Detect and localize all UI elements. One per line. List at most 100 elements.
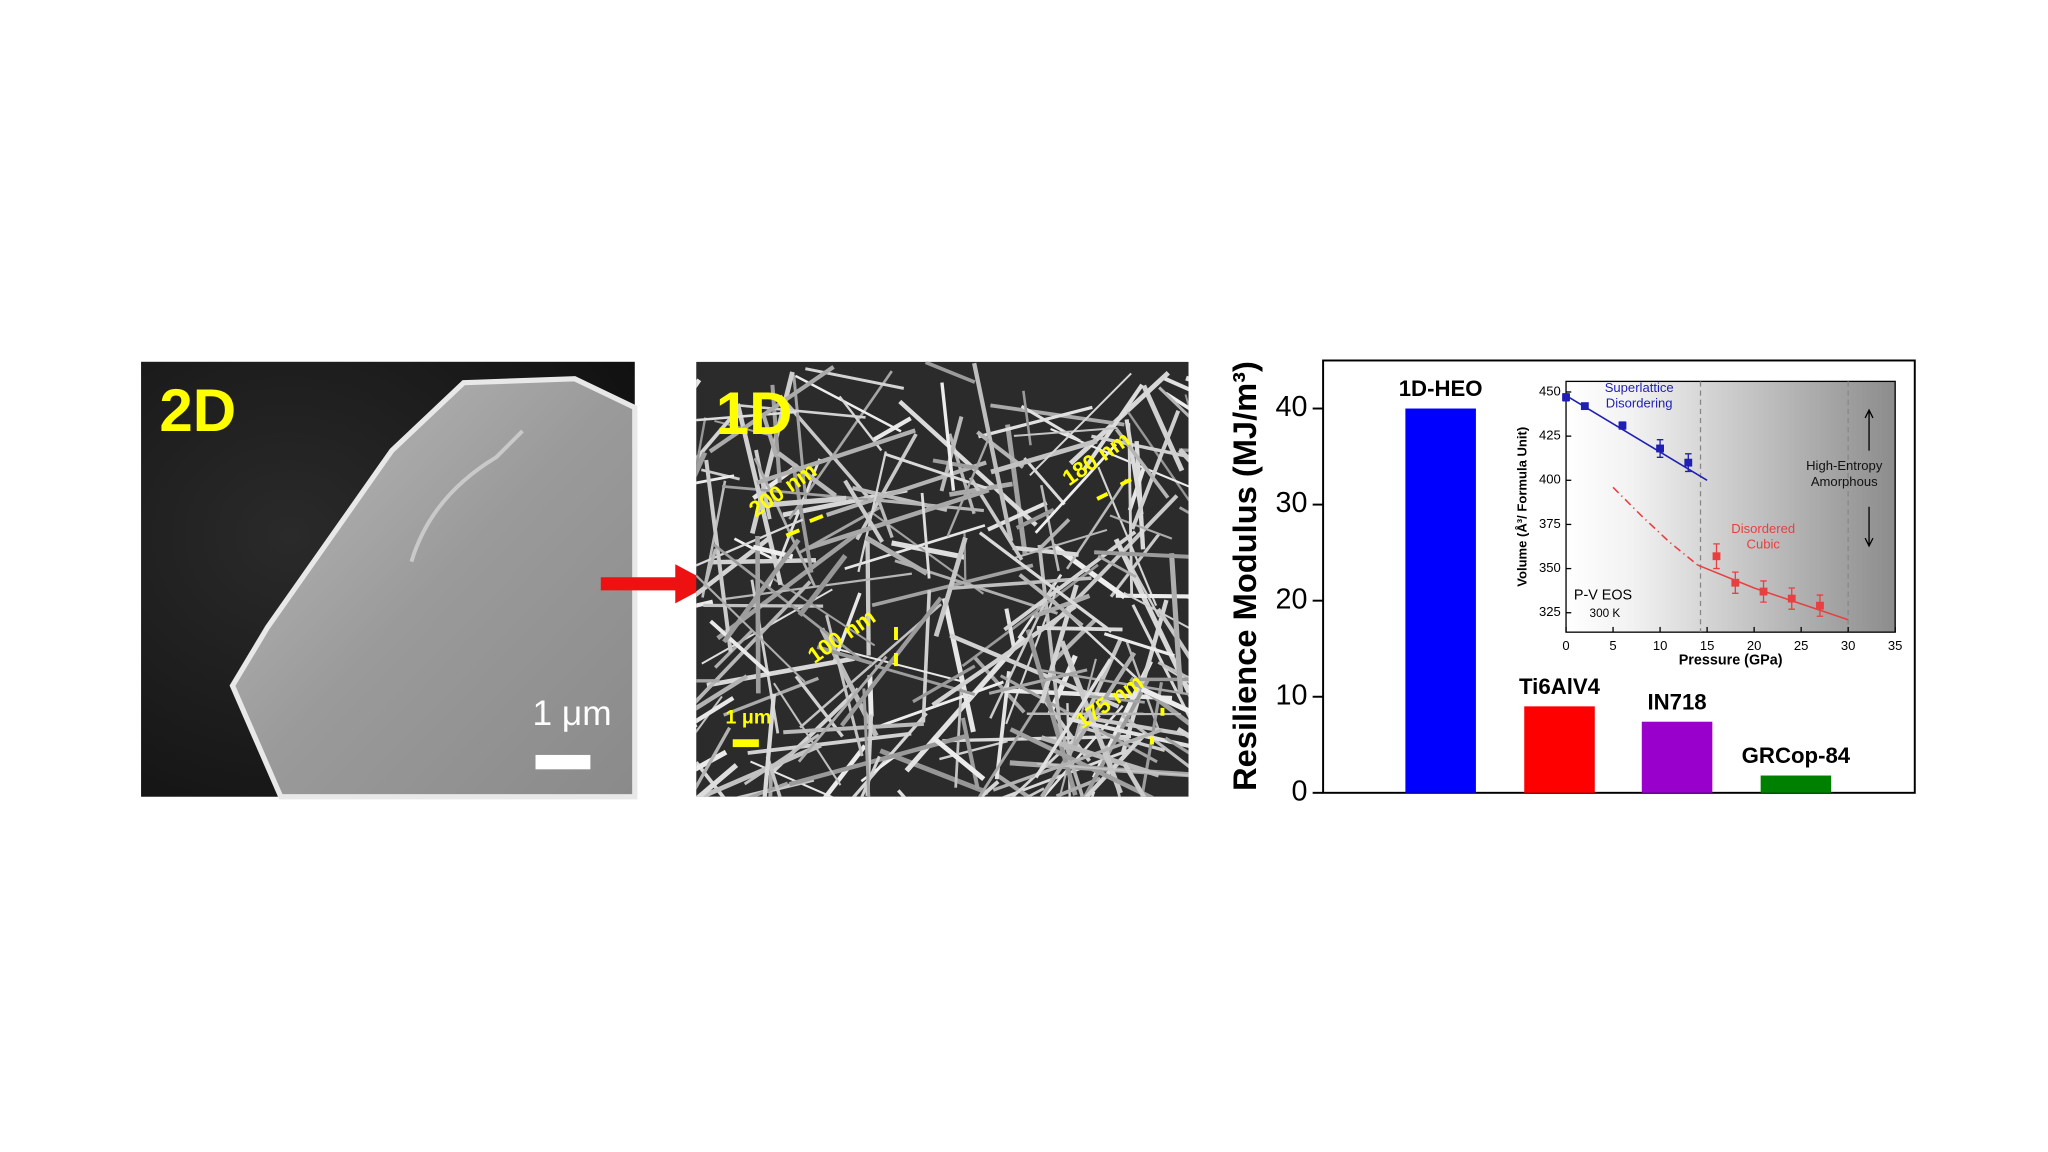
scale-bar xyxy=(732,739,759,748)
sem-needle xyxy=(976,430,1025,469)
sem-needle xyxy=(1004,608,1017,651)
data-point xyxy=(1712,552,1721,561)
data-point xyxy=(1816,601,1824,610)
sem-panel-2d: 1 μm 2D xyxy=(141,361,638,800)
data-point xyxy=(1787,594,1796,603)
sem-needle xyxy=(792,374,808,502)
sem-needle xyxy=(1088,695,1145,704)
annotation: Superlattice Disordering xyxy=(1604,381,1674,412)
sem-needle xyxy=(1013,528,1108,560)
y-tick-label: 400 xyxy=(1539,472,1561,487)
sem-needle xyxy=(816,645,873,666)
sem-needle xyxy=(1164,736,1189,755)
bar xyxy=(1524,706,1595,793)
sem-needle xyxy=(978,531,1113,633)
sem-needle xyxy=(949,633,1120,709)
data-point xyxy=(1562,393,1570,402)
sem-needle xyxy=(864,535,929,576)
sem-needle xyxy=(1090,791,1096,797)
sem-needle xyxy=(940,382,956,491)
sem-needle xyxy=(880,680,1004,728)
sem-needle xyxy=(696,456,702,473)
sem-needle xyxy=(825,460,987,517)
sem-needle xyxy=(773,682,842,786)
data-point xyxy=(1656,444,1664,453)
sem-needle xyxy=(762,693,777,797)
sem-needle xyxy=(1059,640,1123,794)
y-tick-label: 40 xyxy=(1275,391,1307,423)
sem-needle xyxy=(843,479,884,544)
sem-needle xyxy=(1023,457,1066,506)
sem-needle xyxy=(777,451,838,498)
sem-needle xyxy=(876,498,894,539)
fit-line xyxy=(1697,564,1849,621)
sem-needle xyxy=(862,688,871,797)
sem-needle xyxy=(807,487,990,551)
sem-needle xyxy=(1040,484,1060,572)
sem-needle xyxy=(747,731,912,755)
sem-needle xyxy=(972,362,1014,542)
sem-needle xyxy=(696,763,739,797)
sem-needle xyxy=(794,374,902,433)
sem-needle xyxy=(1127,411,1189,502)
sem-needle xyxy=(960,717,980,790)
sem-needle xyxy=(946,438,990,537)
sem-needle xyxy=(794,675,844,738)
sem-needle xyxy=(1083,732,1147,797)
sem-needle xyxy=(1109,514,1173,540)
sem-needle xyxy=(1010,714,1101,797)
y-axis-label: Volume (Å³/ Formula Unit) xyxy=(1514,427,1529,587)
x-tick-label: 35 xyxy=(1888,638,1903,653)
sem-needle xyxy=(1012,545,1079,557)
sem-needle xyxy=(1057,722,1085,797)
sem-needle xyxy=(722,538,801,644)
sem-needle xyxy=(771,577,876,647)
y-tick-label: 0 xyxy=(1291,775,1307,807)
sem-needle xyxy=(757,495,847,509)
sem-needle xyxy=(1184,394,1189,410)
annotation: P-V EOS xyxy=(1574,587,1632,603)
sem-needle xyxy=(1052,617,1098,663)
sem-needle xyxy=(1033,593,1091,619)
data-point xyxy=(1759,587,1768,596)
sem-needle xyxy=(1025,787,1045,797)
sem-needle xyxy=(760,412,779,458)
annotation-box: Disordered Cubic xyxy=(1731,522,1795,552)
bar-label: IN718 xyxy=(1647,689,1706,714)
sem-needle xyxy=(1082,383,1144,471)
scale-label: 1 μm xyxy=(726,707,772,729)
sem-needle xyxy=(1009,727,1155,797)
sem-needle xyxy=(1036,518,1071,552)
y-axis-label: Resilience Modulus (MJ/m³) xyxy=(1226,361,1263,791)
sem-needle xyxy=(1168,553,1184,694)
sem-needle xyxy=(1156,607,1189,660)
y-tick-label: 30 xyxy=(1275,487,1307,519)
annotation-box: High-Entropy Amorphous xyxy=(1806,460,1882,490)
sem-needle xyxy=(696,749,728,772)
sem-needle xyxy=(805,367,905,390)
y-tick-label: 425 xyxy=(1539,428,1561,443)
sem-needle xyxy=(872,416,912,442)
y-tick-label: 325 xyxy=(1539,604,1561,619)
y-tick-label: 20 xyxy=(1275,583,1307,615)
sem-needle xyxy=(1097,554,1137,579)
sem-needle xyxy=(867,497,985,513)
sem-needle xyxy=(819,627,879,737)
sem-needle xyxy=(1037,544,1064,738)
sem-needle xyxy=(710,558,816,565)
sem-panel-1d xyxy=(696,361,1189,797)
sem-needle xyxy=(948,481,1013,497)
sem-needle xyxy=(1025,628,1078,796)
sem-needle xyxy=(756,428,916,485)
sem-needle xyxy=(1140,686,1189,714)
sem-needle xyxy=(931,604,1077,707)
sem-needle xyxy=(1068,716,1189,748)
x-tick-label: 30 xyxy=(1841,638,1856,653)
sem-needle xyxy=(839,648,964,683)
sem-needle xyxy=(1103,632,1175,658)
fit-line xyxy=(1612,486,1699,566)
sem-needle xyxy=(924,361,976,384)
sem-ridge xyxy=(409,429,524,563)
sem-needle xyxy=(770,384,782,483)
bar xyxy=(1405,408,1476,793)
